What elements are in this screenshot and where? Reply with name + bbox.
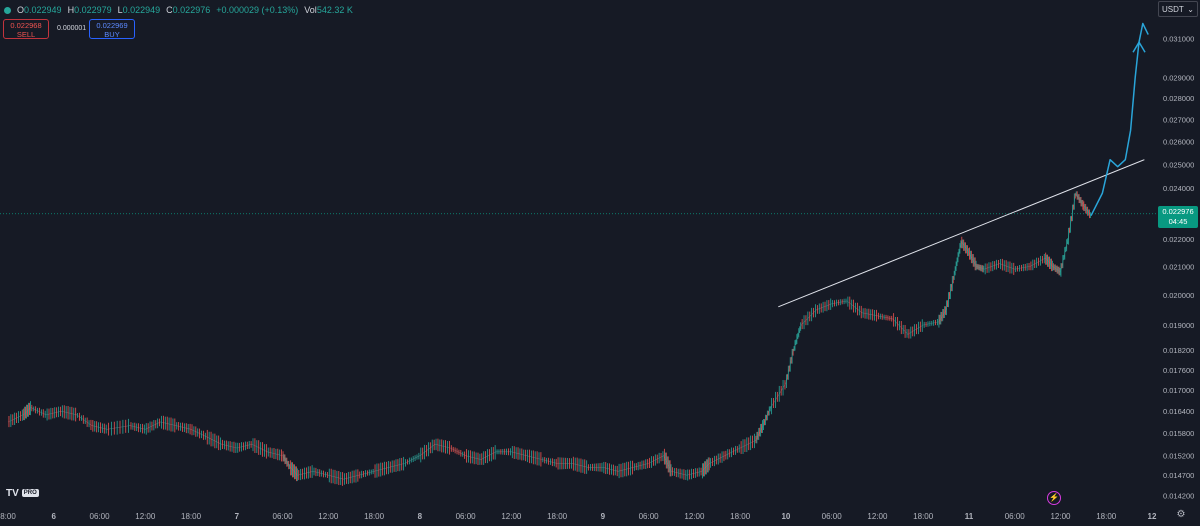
x-tick-label: 18:00 (547, 512, 568, 521)
x-tick-label: 11 (965, 512, 974, 521)
x-tick-label: 06:00 (1005, 512, 1026, 521)
settings-icon[interactable]: ⚙ (1176, 509, 1186, 520)
price-series-line (7, 192, 1092, 480)
x-tick-label: 7 (235, 512, 240, 521)
open-label: O (17, 5, 25, 15)
x-tick-label: 12:00 (501, 512, 522, 521)
logo-text: TV (6, 487, 19, 499)
y-tick-label: 0.024000 (1163, 184, 1194, 193)
x-tick-label: 06:00 (273, 512, 294, 521)
y-tick-label: 0.031000 (1163, 34, 1194, 43)
projection-arrowhead (1132, 40, 1146, 53)
x-tick-label: 8:00 (0, 512, 16, 521)
open-value: 0.022949 (24, 5, 62, 15)
sell-label: SELL (16, 30, 36, 39)
tradingview-logo[interactable]: TV PRO (6, 487, 39, 499)
close-label: C (166, 5, 173, 15)
y-tick-label: 0.027000 (1163, 115, 1194, 124)
y-tick-label: 0.028000 (1163, 94, 1194, 103)
close-value: 0.022976 (172, 5, 211, 15)
x-tick-label: 18:00 (1096, 512, 1117, 521)
x-tick-label: 12:00 (1050, 512, 1071, 521)
buy-label: BUY (104, 30, 120, 39)
y-tick-label: 0.026000 (1163, 137, 1194, 146)
bar-countdown: 04:45 (1168, 217, 1188, 226)
x-tick-label: 18:00 (913, 512, 934, 521)
low-value: 0.022949 (122, 5, 161, 15)
status-dot-icon (4, 6, 11, 14)
last-price-tag: 0.022976 04:45 (1158, 206, 1198, 228)
x-tick-label: 9 (601, 512, 606, 521)
low-label: L (117, 5, 123, 15)
x-tick-label: 06:00 (90, 512, 111, 521)
y-tick-label: 0.025000 (1163, 160, 1194, 169)
y-tick-label: 0.015800 (1163, 429, 1194, 438)
x-tick-label: 12 (1148, 512, 1157, 521)
y-tick-label: 0.014700 (1163, 471, 1194, 480)
y-tick-label: 0.014200 (1163, 491, 1194, 500)
ohlc-legend: O0.022949 H0.022979 L0.022949 C0.022976 … (4, 3, 353, 17)
buy-button[interactable]: 0.022969 BUY (89, 19, 135, 39)
x-tick-label: 8 (418, 512, 423, 521)
y-tick-label: 0.015200 (1163, 452, 1194, 461)
y-tick-label: 0.017000 (1163, 386, 1194, 395)
currency-select[interactable]: USDT ⌄ (1158, 1, 1198, 17)
x-tick-label: 18:00 (730, 512, 751, 521)
x-tick-label: 06:00 (639, 512, 660, 521)
x-tick-label: 6 (52, 512, 57, 521)
y-tick-label: 0.016400 (1163, 407, 1194, 416)
currency-label: USDT (1162, 4, 1184, 14)
y-tick-label: 0.029000 (1163, 73, 1194, 82)
y-tick-label: 0.018200 (1163, 346, 1194, 355)
x-tick-label: 12:00 (318, 512, 339, 521)
flash-icon[interactable]: ⚡ (1047, 491, 1061, 505)
pro-badge: PRO (21, 489, 39, 497)
y-tick-label: 0.017600 (1163, 366, 1194, 375)
x-tick-label: 06:00 (456, 512, 477, 521)
projection-path (1090, 22, 1149, 217)
change-value: +0.000029 (+0.13%) (216, 5, 299, 15)
spread-value: 0.000001 (57, 25, 87, 32)
x-tick-label: 06:00 (822, 512, 843, 521)
high-label: H (67, 5, 75, 15)
x-tick-label: 18:00 (364, 512, 385, 521)
last-price-value: 0.022976 (1162, 207, 1194, 216)
x-tick-label: 18:00 (181, 512, 202, 521)
high-value: 0.022979 (74, 5, 112, 15)
x-tick-label: 12:00 (684, 512, 705, 521)
y-tick-label: 0.022000 (1163, 235, 1194, 244)
volume-value: 542.32 K (316, 5, 353, 15)
buy-price: 0.022969 (96, 21, 128, 30)
x-tick-label: 10 (781, 512, 790, 521)
x-tick-label: 12:00 (135, 512, 156, 521)
x-tick-label: 12:00 (867, 512, 888, 521)
chevron-down-icon: ⌄ (1187, 4, 1194, 14)
y-tick-label: 0.019000 (1163, 321, 1194, 330)
y-tick-label: 0.021000 (1163, 262, 1194, 271)
sell-price: 0.022968 (10, 21, 42, 30)
sell-button[interactable]: 0.022968 SELL (3, 19, 49, 39)
y-tick-label: 0.020000 (1163, 291, 1194, 300)
trendline (778, 159, 1145, 308)
volume-label: Vol (304, 5, 317, 15)
